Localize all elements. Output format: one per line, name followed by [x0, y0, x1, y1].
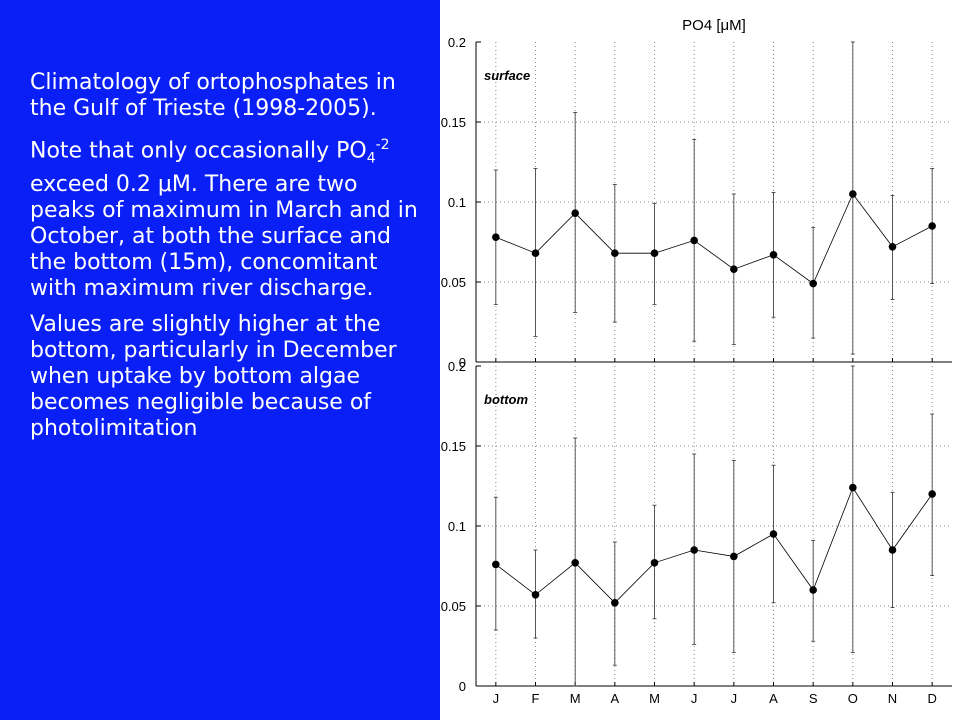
surface-point-0: [492, 233, 500, 241]
bottom-point-10: [888, 546, 897, 554]
surface-point-11: [928, 222, 936, 230]
bottom-xtick-label-2: M: [570, 691, 581, 706]
bottom-ytick-label-0: 0: [459, 679, 466, 694]
surface-point-4: [650, 249, 659, 257]
surface-point-9: [849, 190, 857, 198]
surface-point-8: [809, 279, 817, 288]
bottom-xtick-label-1: F: [532, 691, 540, 706]
bottom-point-1: [531, 591, 540, 599]
description-panel: Climatology of ortophosphates in the Gul…: [0, 0, 440, 720]
bottom-xtick-label-10: N: [888, 691, 897, 706]
bottom-ytick-label-3: 0.15: [441, 439, 466, 454]
surface-point-6: [730, 265, 738, 274]
bottom-point-8: [809, 586, 817, 594]
bottom-point-7: [769, 530, 778, 538]
description-text: Climatology of ortophosphates in the Gul…: [30, 70, 420, 452]
surface-point-1: [531, 249, 540, 257]
bottom-xtick-label-9: O: [848, 691, 858, 706]
bottom-point-4: [650, 559, 659, 567]
bottom-panel-label: bottom: [484, 392, 528, 407]
bottom-xtick-label-7: A: [769, 691, 778, 706]
paragraph-note-rest: exceed 0.2 μM. There are two peaks of ma…: [30, 171, 418, 301]
bottom-point-0: [492, 560, 500, 569]
surface-ytick-label-4: 0.2: [448, 35, 466, 50]
surface-ytick-label-0: 0: [459, 355, 466, 370]
surface-point-7: [769, 251, 778, 259]
bottom-point-11: [928, 490, 936, 498]
surface-ytick-label-2: 0.1: [448, 195, 466, 210]
bottom-xtick-label-8: S: [809, 691, 818, 706]
bottom-xtick-label-0: J: [493, 691, 500, 706]
paragraph-intro: Climatology of ortophosphates in the Gul…: [30, 70, 396, 121]
bottom-xtick-label-4: M: [649, 691, 660, 706]
surface-series-line: [495, 193, 933, 285]
surface-point-3: [611, 249, 619, 257]
paragraph-values: Values are slightly higher at the bottom…: [30, 311, 397, 441]
surface-ytick-label-3: 0.15: [441, 115, 466, 130]
paragraph-note-start: Note that only occasionally PO: [30, 138, 367, 164]
bottom-xtick-label-6: J: [731, 691, 738, 706]
po4-subscript: 4: [366, 150, 376, 167]
surface-panel-label: surface: [484, 68, 530, 83]
surface-point-2: [571, 209, 579, 217]
surface-point-5: [690, 236, 698, 245]
surface-ytick-label-1: 0.05: [441, 275, 466, 290]
paragraph-note: Note that only occasionally PO4-2 exceed…: [30, 132, 420, 302]
bottom-point-9: [849, 483, 857, 492]
bottom-ytick-label-1: 0.05: [441, 599, 466, 614]
bottom-xtick-label-3: A: [610, 691, 619, 706]
chart-title: PO4 [μM]: [682, 17, 746, 34]
surface-point-10: [888, 243, 897, 251]
bottom-xtick-label-11: D: [927, 691, 936, 706]
bottom-point-2: [571, 559, 579, 567]
bottom-xtick-label-5: J: [691, 691, 698, 706]
bottom-point-5: [690, 546, 698, 554]
po4-superscript: -2: [375, 137, 390, 153]
bottom-point-6: [730, 552, 738, 561]
bottom-ytick-label-4: 0.2: [448, 359, 466, 374]
bottom-series-line: [495, 486, 933, 604]
chart-figure: 0 0.05 0.1 0.15 0.2 PO4 [μM] surface 0 0.05 0.1 0.…: [441, 17, 952, 706]
bottom-ytick-label-2: 0.1: [448, 519, 466, 534]
bottom-point-3: [611, 599, 619, 607]
chart-panel: 0 0.05 0.1 0.15 0.2 PO4 [μM] surface 0 0.05 0.1 0.…: [440, 0, 960, 720]
